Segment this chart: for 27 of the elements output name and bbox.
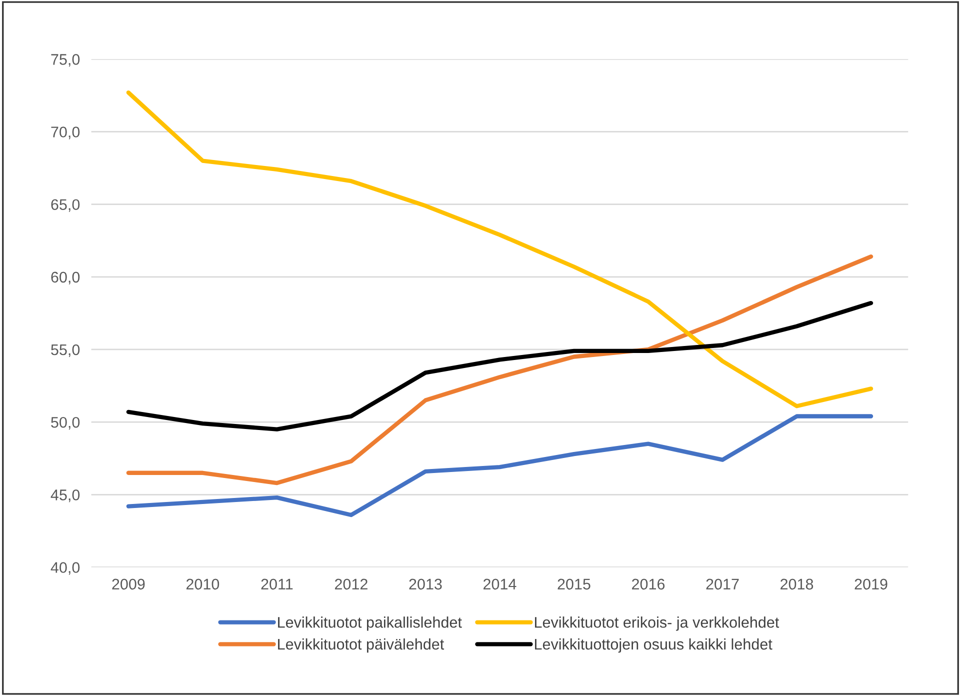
x-tick-label: 2017 [706,578,739,590]
x-tick-label: 2013 [409,578,442,590]
y-tick-label: 50,0 [51,416,80,430]
y-tick-label: 45,0 [50,490,80,502]
y-tick-label: 70,0 [51,126,80,140]
line-series [126,300,874,432]
line-series [126,414,874,518]
legend-label: Levikkituotot erikois- ja verkkolehdet [535,616,780,631]
legend-label: Levikkituotot paikallislehdet [278,616,462,631]
line-series [126,254,874,486]
x-tick-label: 2010 [186,578,220,590]
line-series [126,90,874,408]
y-tick-label: 65,0 [51,199,80,212]
x-tick-label: 2014 [483,578,516,590]
x-tick-label: 2009 [112,578,145,590]
legend-label: Levikkituotot päivälehdet [278,638,444,653]
x-tick-label: 2016 [632,578,665,590]
y-tick-label: 40,0 [50,562,80,575]
y-tick-label: 75,0 [51,54,80,67]
x-tick-label: 2012 [334,578,368,590]
y-tick-label: 55,0 [51,344,80,357]
y-tick-label: 60,0 [51,272,80,284]
x-tick-label: 2011 [261,578,293,590]
x-tick-label: 2019 [854,578,888,590]
x-tick-label: 2015 [558,578,590,590]
x-tick-label: 2018 [780,578,814,590]
legend-label: Levikkituottojen osuus kaikki lehdet [535,638,772,653]
